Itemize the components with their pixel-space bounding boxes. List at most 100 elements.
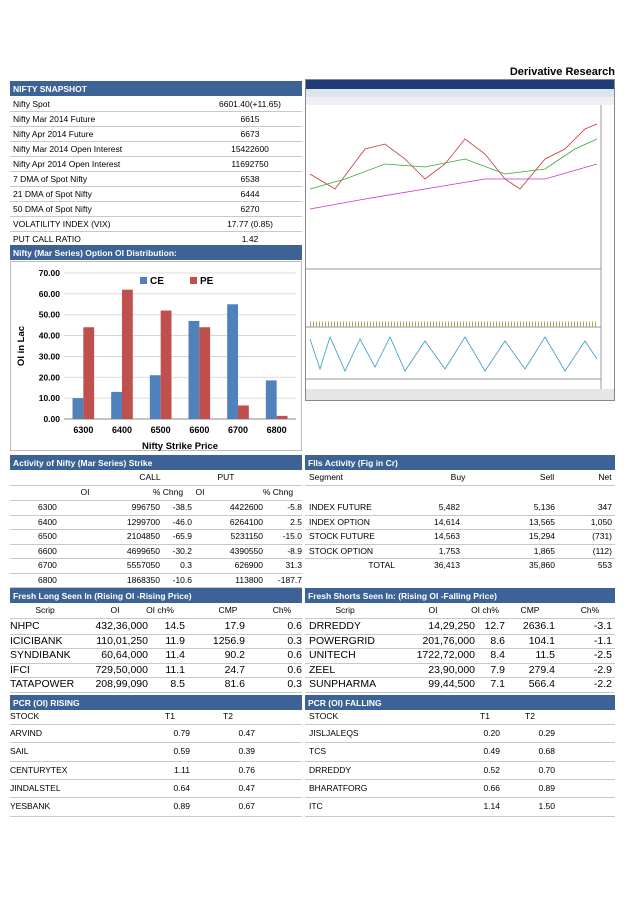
row-line — [10, 760, 302, 762]
row-line — [10, 186, 302, 187]
y-tick-label: 0.00 — [43, 414, 60, 424]
table-cell: 1.50 — [538, 801, 555, 812]
x-tick-label: 6800 — [267, 425, 287, 435]
table-cell: 0.3 — [287, 634, 302, 647]
column-header: Scrip — [335, 605, 355, 615]
table-cell: 1.14 — [483, 801, 500, 812]
table-cell: SYNDIBANK — [10, 649, 71, 662]
bar — [160, 310, 172, 419]
row-line — [305, 691, 615, 693]
section-title-bar — [10, 455, 302, 470]
table-cell: 0.64 — [173, 783, 190, 794]
table-cell: -8.9 — [287, 545, 302, 556]
table-cell: 6673 — [240, 128, 260, 139]
column-header: Segment — [309, 472, 344, 482]
column-header: CMP — [520, 605, 540, 615]
row-line — [10, 231, 302, 232]
y-tick-label: 20.00 — [39, 372, 61, 382]
y-tick-label: 30.00 — [39, 351, 61, 361]
x-tick-label: 6300 — [73, 425, 93, 435]
table-cell: 6538 — [240, 173, 260, 184]
table-cell: 14.5 — [164, 620, 185, 633]
column-header: OI — [428, 605, 438, 615]
table-cell: -187.7 — [277, 574, 302, 585]
section-title-bar — [10, 588, 302, 603]
table-cell: -10.6 — [172, 574, 192, 585]
section-title: Fresh Long Seen In (Rising OI -Rising Pr… — [13, 590, 192, 601]
table-cell: 0.89 — [538, 783, 555, 794]
bar — [238, 405, 249, 419]
table-cell: 1.11 — [174, 764, 190, 775]
section-title: PCR (OI) RISING — [13, 697, 80, 708]
table-cell: 1299700 — [126, 516, 160, 527]
bar — [188, 320, 200, 419]
table-cell: 4699650 — [126, 545, 160, 556]
group-header: CALL — [139, 472, 161, 482]
legend-label: CE — [150, 276, 164, 287]
table-cell: 566.4 — [528, 678, 555, 691]
row-line — [305, 514, 615, 516]
column-header: % Chng — [152, 487, 184, 497]
table-cell: Nifty Apr 2014 Open Interest — [13, 158, 121, 169]
column-header: % Chng — [262, 487, 294, 497]
x-tick-label: 6600 — [189, 425, 209, 435]
table-cell: 11692750 — [231, 158, 269, 169]
table-cell: POWERGRID — [309, 634, 375, 647]
table-cell: -38.5 — [172, 502, 192, 513]
table-cell: 14,614 — [434, 516, 460, 527]
table-cell: ICICIBANK — [10, 634, 63, 647]
table-cell: 0.47 — [238, 783, 255, 794]
section-title-bar — [305, 695, 615, 710]
table-cell: TATAPOWER — [10, 678, 75, 691]
table-cell: 996750 — [131, 502, 160, 513]
table-cell: 6500 — [38, 531, 57, 542]
table-cell: 432,36,000 — [95, 620, 148, 633]
row-line — [305, 633, 615, 635]
x-tick-label: 6500 — [151, 425, 171, 435]
bar — [111, 391, 122, 419]
table-cell: 14,563 — [434, 531, 460, 542]
table-cell: 6800 — [38, 574, 57, 585]
table-cell: 11.9 — [165, 634, 185, 647]
table-cell: 11.5 — [535, 649, 555, 662]
table-cell: 13,565 — [529, 516, 555, 527]
table-cell: 12.7 — [484, 620, 505, 633]
bar — [227, 304, 238, 419]
table-cell: 0.20 — [483, 728, 500, 739]
table-cell: -1.1 — [593, 634, 612, 647]
column-header: Ch% — [272, 605, 292, 615]
table-cell: 31.3 — [285, 560, 302, 571]
table-cell: 626900 — [234, 560, 263, 571]
table-cell: 23,90,000 — [428, 663, 475, 676]
table-cell: 6270 — [240, 203, 260, 214]
table-cell: 17.77 (0.85) — [227, 218, 273, 229]
bar — [149, 375, 161, 419]
row-line — [305, 797, 615, 799]
row-line — [10, 141, 302, 142]
table-cell: INDEX FUTURE — [309, 502, 372, 513]
row-line — [305, 558, 615, 559]
row-line — [10, 662, 302, 664]
table-cell: 1868350 — [126, 574, 160, 585]
table-cell: JISLJALEQS — [309, 728, 359, 739]
legend-swatch — [140, 277, 147, 284]
table-cell: 90.2 — [224, 649, 245, 662]
row-line — [10, 216, 302, 217]
table-cell: 5,482 — [438, 502, 460, 513]
row-line — [10, 111, 302, 112]
section-title: Activity of Nifty (Mar Series) Strike — [13, 457, 153, 468]
bar — [199, 327, 211, 419]
table-cell: 15,294 — [529, 531, 555, 542]
table-cell: ITC — [309, 801, 323, 812]
table-cell: 347 — [597, 502, 612, 513]
table-cell: (112) — [592, 545, 612, 556]
table-cell: 17.9 — [224, 620, 245, 633]
row-line — [10, 485, 302, 486]
table-cell: NHPC — [10, 620, 40, 633]
table-cell: INDEX OPTION — [309, 516, 370, 527]
table-cell: ARVIND — [10, 728, 42, 739]
table-cell: 0.52 — [483, 764, 500, 775]
table-cell: -3.1 — [593, 620, 612, 633]
section-title: Nifty (Mar Series) Option OI Distributio… — [13, 247, 177, 258]
